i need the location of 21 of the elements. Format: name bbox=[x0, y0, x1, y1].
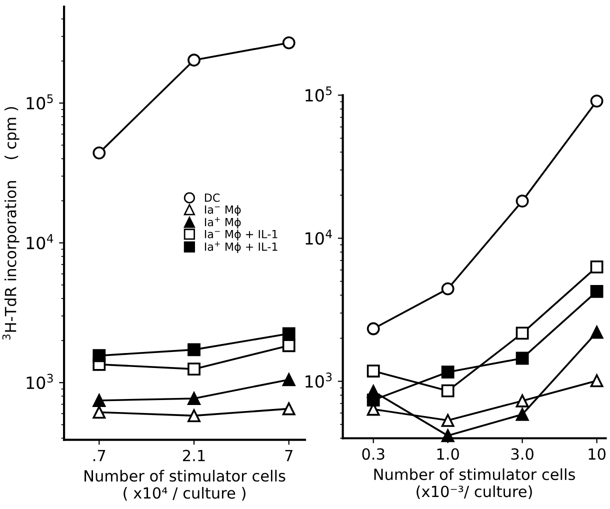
y-axis-title: $^{3}$H-TdR incorporation ( cpm ) bbox=[2, 107, 20, 340]
legend-label: Ia$^{−}$ Mϕ bbox=[204, 205, 241, 216]
x-tick-label: 10 bbox=[588, 448, 606, 460]
x-tick-label: 1.0 bbox=[437, 448, 459, 460]
legend-label: Ia$^{+}$ Mϕ bbox=[204, 217, 241, 228]
legend-label: DC bbox=[204, 193, 220, 202]
y-tick-label: 10$^{3}$ bbox=[306, 372, 332, 388]
legend-label: Ia$^{−}$ Mϕ + IL-1 bbox=[204, 230, 278, 240]
x-tick-label: .7 bbox=[93, 450, 106, 462]
legend-label: Ia$^{+}$ Mϕ + IL-1 bbox=[204, 242, 278, 254]
y-tick-label: 10$^{5}$ bbox=[26, 94, 53, 110]
x-tick-label: 2.1 bbox=[182, 450, 205, 462]
x-axis-title: Number of stimulator cells (x10⁻³/ culture) bbox=[374, 468, 575, 500]
y-tick-label: 10$^{4}$ bbox=[26, 234, 54, 250]
x-tick-label: 3.0 bbox=[511, 448, 534, 460]
x-tick-label: 0.3 bbox=[362, 448, 384, 460]
y-tick-label: 10$^{4}$ bbox=[306, 230, 332, 245]
x-tick-label: 7 bbox=[285, 450, 292, 462]
y-tick-label: 10$^{3}$ bbox=[26, 374, 53, 390]
y-tick-label: 10$^{5}$ bbox=[306, 86, 332, 102]
x-axis-title: Number of stimulator cells ( x10⁴ / culture ) bbox=[84, 470, 286, 501]
